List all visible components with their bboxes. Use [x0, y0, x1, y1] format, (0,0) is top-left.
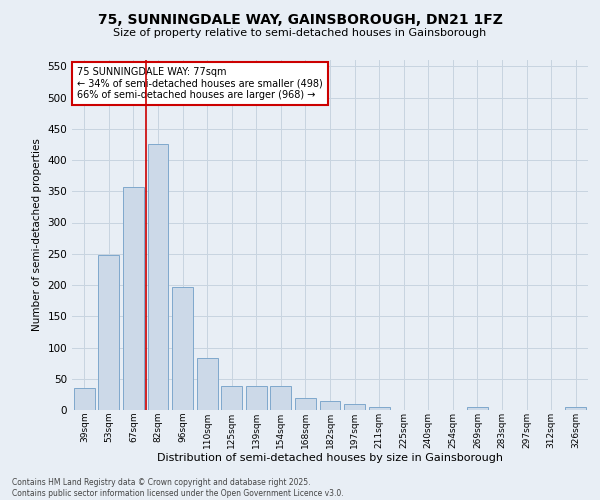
- Bar: [98, 255, 119, 410]
- Bar: [271, 386, 292, 410]
- Bar: [172, 287, 193, 410]
- Bar: [246, 386, 267, 410]
- Bar: [197, 358, 218, 410]
- Bar: [320, 400, 340, 410]
- Bar: [74, 388, 95, 410]
- Bar: [123, 187, 144, 410]
- Text: 75, SUNNINGDALE WAY, GAINSBOROUGH, DN21 1FZ: 75, SUNNINGDALE WAY, GAINSBOROUGH, DN21 …: [98, 12, 502, 26]
- Bar: [221, 386, 242, 410]
- Bar: [344, 404, 365, 410]
- Text: Contains HM Land Registry data © Crown copyright and database right 2025.
Contai: Contains HM Land Registry data © Crown c…: [12, 478, 344, 498]
- Bar: [565, 407, 586, 410]
- Bar: [467, 407, 488, 410]
- Bar: [295, 398, 316, 410]
- Text: 75 SUNNINGDALE WAY: 77sqm
← 34% of semi-detached houses are smaller (498)
66% of: 75 SUNNINGDALE WAY: 77sqm ← 34% of semi-…: [77, 67, 323, 100]
- X-axis label: Distribution of semi-detached houses by size in Gainsborough: Distribution of semi-detached houses by …: [157, 454, 503, 464]
- Bar: [368, 407, 389, 410]
- Text: Size of property relative to semi-detached houses in Gainsborough: Size of property relative to semi-detach…: [113, 28, 487, 38]
- Bar: [148, 144, 169, 410]
- Y-axis label: Number of semi-detached properties: Number of semi-detached properties: [32, 138, 42, 332]
